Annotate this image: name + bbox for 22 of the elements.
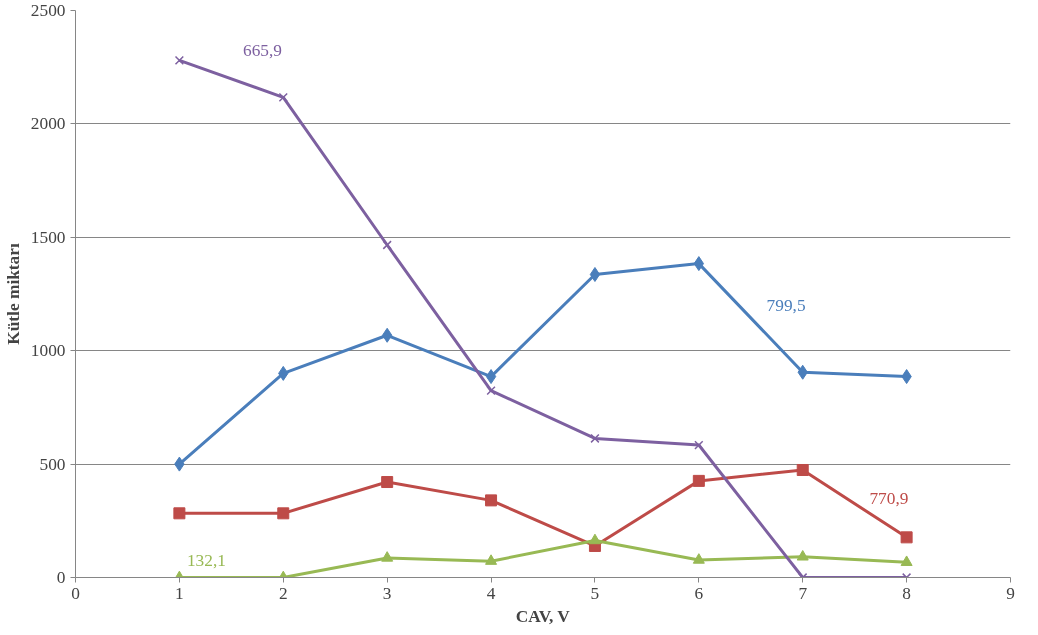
y-axis-title: Kütle miktarı (3, 243, 23, 345)
annotation: 132,1 (186, 551, 226, 571)
y-tick-label: 1000 (30, 341, 66, 361)
x-tick-label: 4 (486, 583, 496, 603)
x-axis-title: CAV, V (515, 606, 571, 626)
x-tick-label: 1 (175, 583, 184, 603)
x-tick-label: 0 (71, 583, 80, 603)
y-tick-label: 0 (56, 568, 66, 587)
y-tick-label: 1500 (30, 227, 66, 247)
x-tick-label: 7 (798, 583, 808, 603)
annotation: 770,9 (869, 488, 909, 508)
x-tick-label: 6 (694, 583, 704, 603)
annotation: 665,9 (243, 40, 283, 60)
x-tick-label: 2 (278, 583, 288, 603)
x-tick-label: 8 (902, 583, 911, 603)
y-tick-label: 2500 (30, 1, 66, 20)
x-tick-label: 3 (382, 583, 392, 603)
x-tick-label: 9 (1006, 583, 1015, 603)
y-tick-label: 2000 (30, 114, 66, 134)
x-tick-label: 5 (590, 583, 600, 603)
y-tick-label: 500 (39, 454, 66, 474)
annotation: 799,5 (766, 296, 806, 316)
